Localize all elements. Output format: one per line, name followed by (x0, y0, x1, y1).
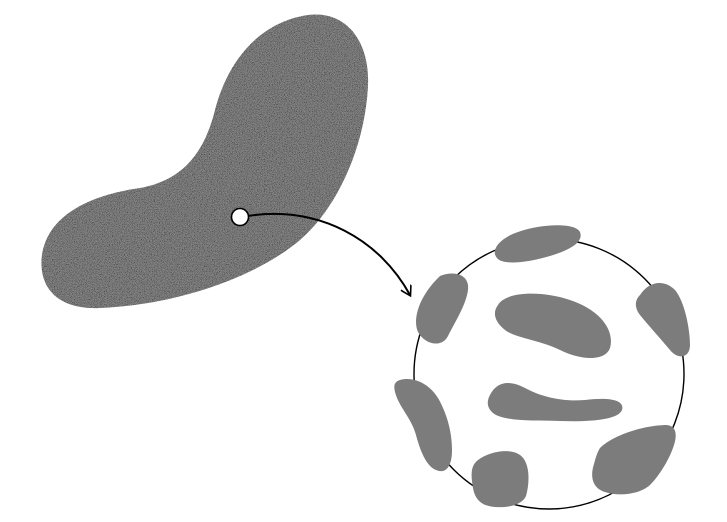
patch-lower-right (592, 425, 676, 495)
speckled-region (41, 14, 369, 309)
curved-arrow (246, 212, 410, 295)
patch-center-bottom (487, 382, 623, 422)
patch-center-top (494, 293, 611, 358)
patch-top (494, 225, 581, 263)
patch-upper-left (416, 273, 469, 344)
patch-bottom (471, 451, 529, 508)
marked-point (230, 207, 250, 227)
gray-patches (394, 225, 690, 508)
patch-lower-left (394, 379, 452, 472)
patch-right (635, 283, 690, 357)
